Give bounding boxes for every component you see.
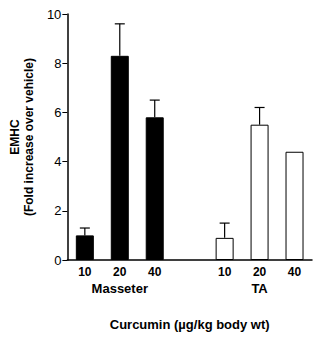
svg-text:4: 4 [54, 154, 61, 169]
svg-text:10: 10 [218, 265, 232, 279]
svg-text:Masseter: Masseter [92, 281, 148, 296]
svg-text:Curcumin (µg/kg body wt): Curcumin (µg/kg body wt) [110, 317, 270, 332]
svg-text:8: 8 [54, 56, 61, 71]
svg-text:10: 10 [47, 7, 61, 22]
svg-text:2: 2 [54, 203, 61, 218]
svg-text:6: 6 [54, 105, 61, 120]
svg-text:40: 40 [148, 265, 162, 279]
svg-text:(Fold increase over vehicle): (Fold increase over vehicle) [22, 58, 36, 216]
svg-text:EMHC: EMHC [8, 119, 22, 155]
svg-text:TA: TA [251, 281, 268, 296]
svg-text:20: 20 [253, 265, 267, 279]
svg-text:20: 20 [113, 265, 127, 279]
svg-text:0: 0 [54, 253, 61, 268]
svg-text:10: 10 [78, 265, 92, 279]
svg-text:40: 40 [288, 265, 302, 279]
